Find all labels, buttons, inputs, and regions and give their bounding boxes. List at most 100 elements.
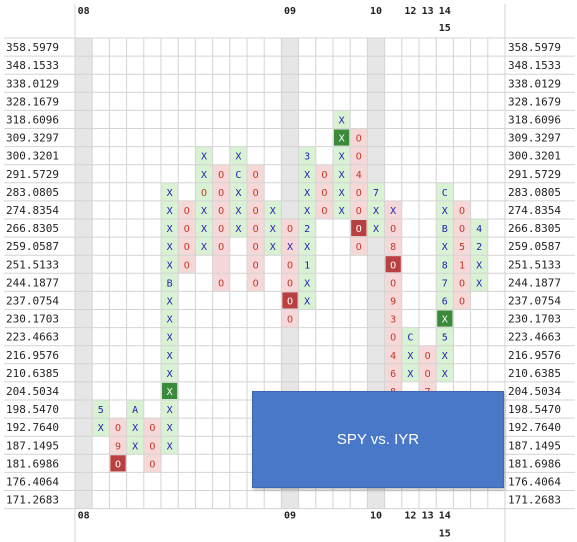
x-box: X: [235, 224, 241, 235]
month-marker: 5: [98, 405, 104, 416]
x-box: X: [304, 170, 310, 181]
x-tick-label: 13: [422, 6, 434, 17]
y-tick-label: 259.0587: [508, 240, 561, 253]
o-box: O: [459, 224, 465, 235]
month-marker: 1: [304, 260, 310, 271]
x-box: X: [167, 242, 173, 253]
y-tick-label: 283.0805: [508, 186, 561, 199]
month-marker: 6: [442, 296, 448, 307]
month-marker: C: [442, 188, 448, 199]
x-axis-bottom: 08 09 10 12 13 14 15: [78, 511, 451, 540]
month-marker: A: [132, 405, 138, 416]
x-box: X: [167, 188, 173, 199]
y-tick-label: 198.5470: [6, 403, 59, 416]
y-tick-label: 244.1877: [6, 276, 59, 289]
y-tick-label: 318.6096: [6, 113, 59, 126]
month-marker: 8: [390, 242, 396, 253]
o-box: O: [218, 278, 224, 289]
o-box: O: [218, 188, 224, 199]
y-tick-label: 274.8354: [6, 204, 59, 217]
chart-title-box: SPY vs. IYR: [252, 391, 504, 488]
y-tick-label: 216.9576: [508, 349, 561, 362]
highlight-box: [334, 129, 350, 146]
x-box: X: [201, 242, 207, 253]
y-tick-label: 251.5133: [508, 258, 561, 271]
o-box: O: [184, 260, 190, 271]
o-box: O: [425, 351, 431, 362]
y-tick-label: 210.6385: [508, 367, 561, 380]
y-tick-label: 230.1703: [508, 313, 561, 326]
o-box: O: [287, 315, 293, 326]
month-marker: 9: [115, 441, 121, 452]
highlight-box: [437, 310, 453, 327]
o-box: O: [459, 206, 465, 217]
o-box: O: [390, 260, 396, 271]
x-box: X: [304, 296, 310, 307]
month-marker: 6: [390, 369, 396, 380]
highlight-box: [110, 455, 126, 472]
x-box: X: [339, 115, 345, 126]
o-box: O: [253, 242, 259, 253]
x-tick-label: 15: [439, 529, 451, 540]
column-shade: [367, 182, 385, 238]
month-marker: B: [167, 278, 173, 289]
y-tick-label: 187.1495: [508, 439, 561, 452]
y-tick-label: 348.1533: [508, 59, 561, 72]
y-tick-label: 309.3297: [508, 132, 561, 145]
x-tick-label: 14: [439, 511, 451, 522]
chart-title: SPY vs. IYR: [336, 431, 420, 448]
x-box: X: [476, 278, 482, 289]
o-box: O: [184, 242, 190, 253]
column-shade: [401, 327, 419, 382]
o-box: O: [287, 278, 293, 289]
y-tick-label: 338.0129: [508, 77, 561, 90]
x-box: X: [270, 224, 276, 235]
x-box: X: [287, 242, 293, 253]
x-box: X: [339, 134, 345, 145]
x-box: X: [132, 441, 138, 452]
o-box: O: [287, 260, 293, 271]
y-tick-label: 309.3297: [6, 132, 59, 145]
x-box: X: [201, 170, 207, 181]
y-axis-left: 358.5979 348.1533 338.0129 328.1679 318.6096…: [6, 41, 59, 506]
o-box: O: [390, 333, 396, 344]
x-box: X: [167, 333, 173, 344]
month-marker: 2: [476, 242, 482, 253]
x-tick-label: 10: [370, 511, 382, 522]
y-tick-label: 266.8305: [508, 222, 561, 235]
o-box: O: [218, 224, 224, 235]
month-marker: 3: [390, 315, 396, 326]
o-box: O: [287, 224, 293, 235]
x-box: X: [339, 152, 345, 163]
o-box: O: [115, 423, 121, 434]
y-tick-label: 176.4064: [6, 475, 59, 488]
x-box: X: [167, 441, 173, 452]
o-box: O: [287, 296, 293, 307]
x-box: X: [167, 405, 173, 416]
y-tick-label: 274.8354: [508, 204, 561, 217]
o-box: O: [356, 206, 362, 217]
o-box: O: [390, 278, 396, 289]
y-tick-label: 318.6096: [508, 113, 561, 126]
x-tick-label: 13: [422, 511, 434, 522]
month-marker: 9: [390, 296, 396, 307]
x-tick-label: 09: [284, 511, 296, 522]
column-shade: [315, 164, 333, 219]
x-box: X: [270, 242, 276, 253]
y-tick-label: 192.7640: [508, 421, 561, 434]
o-box: O: [321, 206, 327, 217]
column-shade: [229, 146, 247, 238]
y-tick-label: 348.1533: [6, 59, 59, 72]
column-shade: [419, 345, 437, 400]
y-tick-label: 216.9576: [6, 349, 59, 362]
month-marker: 5: [442, 333, 448, 344]
y-tick-label: 223.4663: [6, 331, 59, 344]
column-shade: [126, 400, 144, 455]
y-tick-label: 338.0129: [6, 77, 59, 90]
x-tick-label: 10: [370, 6, 382, 17]
o-box: O: [115, 459, 121, 470]
y-tick-label: 230.1703: [6, 313, 59, 326]
o-box: O: [149, 441, 155, 452]
o-box: O: [149, 459, 155, 470]
x-box: X: [339, 206, 345, 217]
